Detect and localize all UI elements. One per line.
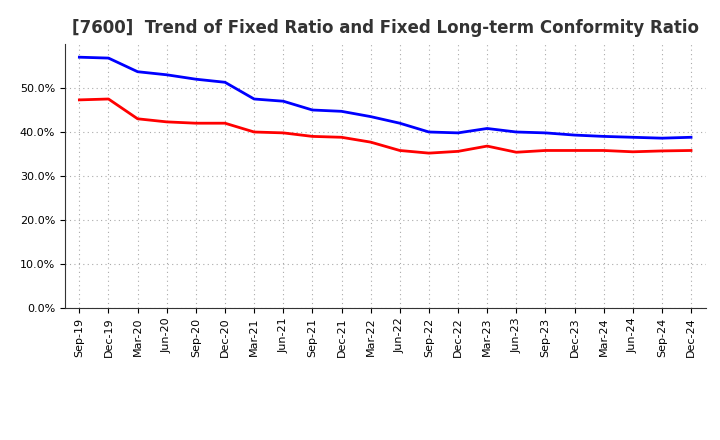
Fixed Long-term Conformity Ratio [454,149,462,154]
Fixed Long-term Conformity Ratio [483,143,492,149]
Fixed Ratio [541,130,550,136]
Fixed Ratio [657,136,666,141]
Fixed Long-term Conformity Ratio [687,148,696,153]
Fixed Long-term Conformity Ratio [599,148,608,153]
Fixed Ratio [75,55,84,60]
Fixed Ratio [395,121,404,126]
Fixed Ratio [163,72,171,77]
Fixed Long-term Conformity Ratio [366,139,375,145]
Fixed Ratio [192,77,200,82]
Fixed Long-term Conformity Ratio [541,148,550,153]
Fixed Ratio [279,99,287,104]
Fixed Ratio [425,129,433,135]
Fixed Ratio [337,109,346,114]
Fixed Ratio [570,132,579,138]
Fixed Long-term Conformity Ratio [104,96,113,102]
Fixed Long-term Conformity Ratio [657,148,666,154]
Line: Fixed Long-term Conformity Ratio: Fixed Long-term Conformity Ratio [79,99,691,153]
Fixed Long-term Conformity Ratio [133,116,142,121]
Fixed Ratio [220,80,229,85]
Fixed Long-term Conformity Ratio [192,121,200,126]
Fixed Long-term Conformity Ratio [512,150,521,155]
Fixed Ratio [366,114,375,119]
Fixed Ratio [133,69,142,74]
Fixed Long-term Conformity Ratio [425,150,433,156]
Fixed Long-term Conformity Ratio [250,129,258,135]
Fixed Ratio [687,135,696,140]
Title: [7600]  Trend of Fixed Ratio and Fixed Long-term Conformity Ratio: [7600] Trend of Fixed Ratio and Fixed Lo… [72,19,698,37]
Fixed Ratio [104,55,113,61]
Fixed Long-term Conformity Ratio [337,135,346,140]
Fixed Ratio [483,126,492,131]
Fixed Ratio [599,134,608,139]
Fixed Long-term Conformity Ratio [629,149,637,154]
Fixed Ratio [629,135,637,140]
Fixed Ratio [250,96,258,102]
Fixed Long-term Conformity Ratio [570,148,579,153]
Fixed Ratio [454,130,462,136]
Fixed Long-term Conformity Ratio [75,97,84,103]
Fixed Long-term Conformity Ratio [308,134,317,139]
Fixed Long-term Conformity Ratio [395,148,404,153]
Fixed Long-term Conformity Ratio [220,121,229,126]
Fixed Ratio [512,129,521,135]
Fixed Long-term Conformity Ratio [163,119,171,125]
Fixed Ratio [308,107,317,113]
Fixed Long-term Conformity Ratio [279,130,287,136]
Line: Fixed Ratio: Fixed Ratio [79,57,691,138]
